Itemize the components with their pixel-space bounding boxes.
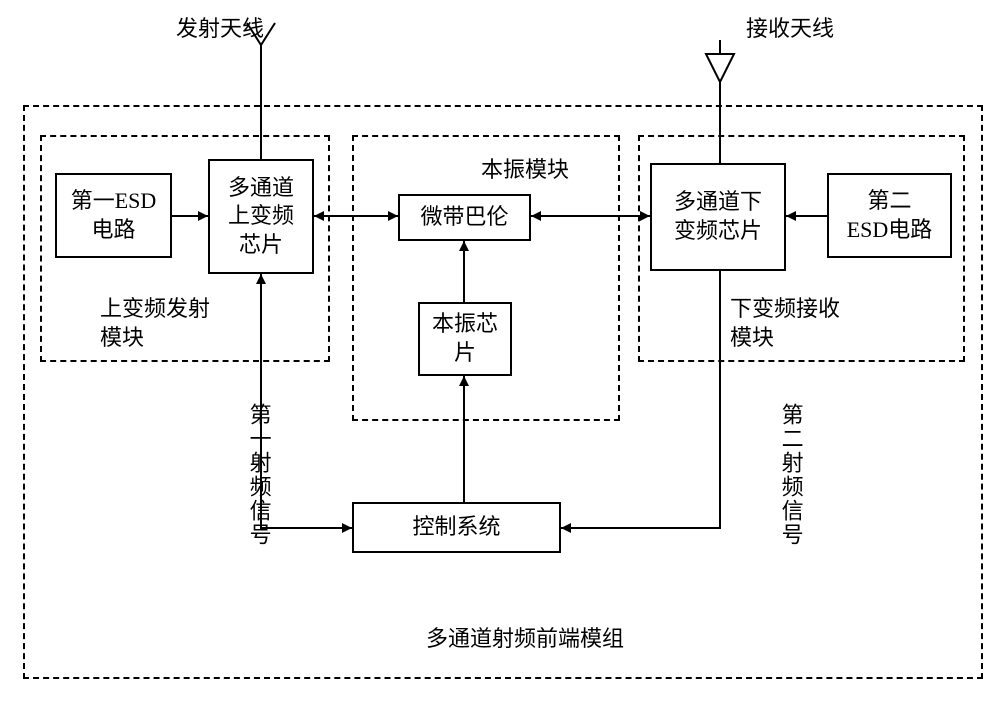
upconv-module-label: 上变频发射模块 [100, 295, 260, 352]
esd1-label: 第一ESD电路 [71, 187, 157, 244]
rx-antenna-label: 接收天线 [725, 15, 855, 44]
balun-label: 微带巴伦 [420, 203, 508, 232]
tx-antenna-label: 发射天线 [155, 15, 285, 44]
balun-box: 微带巴伦 [398, 194, 531, 241]
rf1-label: 第一射频信号 [244, 403, 273, 547]
lo-chip-label: 本振芯片 [432, 310, 498, 367]
lo-module-label: 本振模块 [460, 156, 590, 185]
outer-module-label: 多通道射频前端模组 [400, 625, 650, 654]
control-label: 控制系统 [412, 513, 500, 542]
downconv-module-label: 下变频接收模块 [730, 295, 890, 352]
upconv-chip-box: 多通道上变频芯片 [208, 159, 314, 274]
control-box: 控制系统 [352, 502, 561, 553]
downconv-chip-label: 多通道下变频芯片 [674, 188, 762, 245]
rf2-label: 第二射频信号 [776, 403, 805, 547]
diagram-canvas: 第一ESD电路 多通道上变频芯片 微带巴伦 本振芯片 多通道下变频芯片 第二ES… [0, 0, 1000, 713]
esd1-box: 第一ESD电路 [55, 173, 172, 258]
upconv-chip-label: 多通道上变频芯片 [228, 174, 294, 260]
esd2-box: 第二ESD电路 [827, 173, 952, 258]
downconv-chip-box: 多通道下变频芯片 [650, 163, 786, 271]
esd2-label: 第二ESD电路 [847, 187, 933, 244]
lo-chip-box: 本振芯片 [418, 302, 512, 376]
